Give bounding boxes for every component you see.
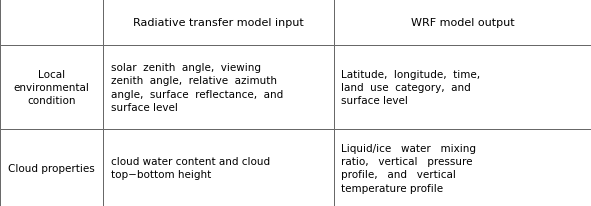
- Bar: [103, 130, 334, 206]
- Bar: [334, 45, 591, 130]
- Text: solar  zenith  angle,  viewing
zenith  angle,  relative  azimuth
angle,  surface: solar zenith angle, viewing zenith angle…: [111, 63, 282, 112]
- Bar: [334, 130, 591, 206]
- Text: Local
environmental
condition: Local environmental condition: [14, 69, 90, 106]
- Text: Latitude,  longitude,  time,
land  use  category,  and
surface level: Latitude, longitude, time, land use cate…: [341, 69, 480, 106]
- Text: Radiative transfer model input: Radiative transfer model input: [134, 18, 304, 28]
- Bar: [103, 45, 334, 130]
- Text: cloud water content and cloud
top−bottom height: cloud water content and cloud top−bottom…: [111, 156, 269, 179]
- Text: Liquid/ice   water   mixing
ratio,   vertical   pressure
profile,   and   vertic: Liquid/ice water mixing ratio, vertical …: [341, 143, 476, 193]
- Bar: [0, 130, 103, 206]
- Bar: [0, 0, 103, 45]
- Bar: [334, 0, 591, 45]
- Text: Cloud properties: Cloud properties: [8, 163, 95, 173]
- Bar: [0, 45, 103, 130]
- Text: WRF model output: WRF model output: [411, 18, 514, 28]
- Bar: [103, 0, 334, 45]
